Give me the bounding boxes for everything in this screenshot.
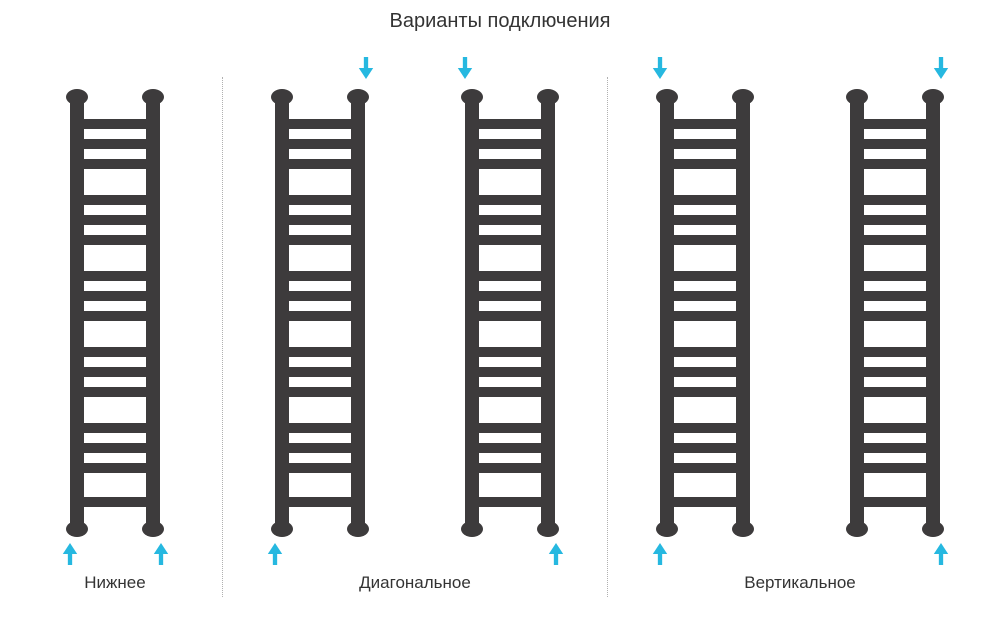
connection-variant — [445, 57, 575, 569]
arrow-row — [255, 543, 385, 569]
arrow-row — [50, 543, 180, 569]
flow-arrow-icon — [651, 543, 669, 565]
flow-arrow-icon — [61, 543, 79, 565]
variant-row — [50, 57, 180, 569]
radiator-icon — [650, 83, 760, 543]
diagram-container: Нижнее Диагональное — [0, 57, 1000, 597]
variant-row — [255, 57, 575, 569]
radiator-icon — [840, 83, 950, 543]
flow-arrow-icon — [456, 57, 474, 79]
connection-variant — [830, 57, 960, 569]
connection-group: Нижнее — [20, 57, 210, 597]
variant-row — [640, 57, 960, 569]
flow-arrow-icon — [266, 543, 284, 565]
flow-arrow-icon — [932, 543, 950, 565]
arrow-row — [830, 57, 960, 83]
radiator-icon — [455, 83, 565, 543]
group-divider — [607, 77, 608, 597]
group-label: Нижнее — [84, 573, 145, 593]
connection-variant — [255, 57, 385, 569]
arrow-row — [830, 543, 960, 569]
page-title: Варианты подключения — [0, 0, 1000, 33]
connection-variant — [640, 57, 770, 569]
flow-arrow-icon — [651, 57, 669, 79]
connection-group: Вертикальное — [620, 57, 980, 597]
flow-arrow-icon — [357, 57, 375, 79]
flow-arrow-icon — [932, 57, 950, 79]
arrow-row — [255, 57, 385, 83]
connection-variant — [50, 57, 180, 569]
group-divider — [222, 77, 223, 597]
arrow-row — [445, 543, 575, 569]
radiator-icon — [265, 83, 375, 543]
flow-arrow-icon — [152, 543, 170, 565]
arrow-row — [445, 57, 575, 83]
arrow-row — [50, 57, 180, 83]
group-label: Диагональное — [359, 573, 471, 593]
arrow-row — [640, 57, 770, 83]
flow-arrow-icon — [547, 543, 565, 565]
arrow-row — [640, 543, 770, 569]
group-label: Вертикальное — [744, 573, 856, 593]
connection-group: Диагональное — [235, 57, 595, 597]
radiator-icon — [60, 83, 170, 543]
